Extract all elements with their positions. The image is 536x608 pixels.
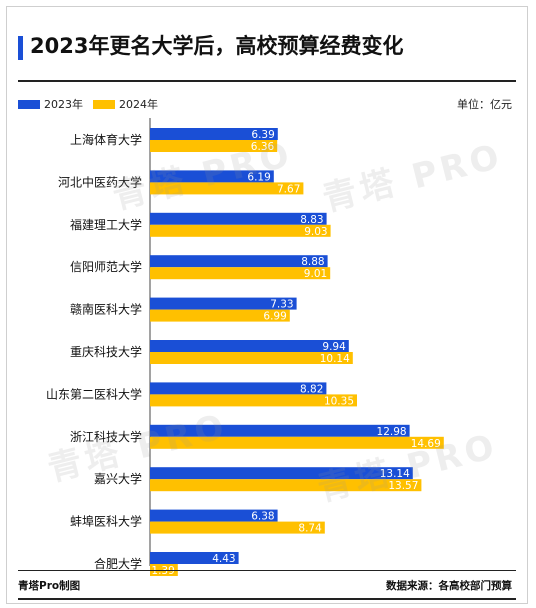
chart-frame — [6, 6, 528, 604]
bar-value-label: 9.03 — [304, 226, 327, 238]
category-label: 河北中医药大学 — [58, 174, 142, 189]
category-label: 蚌埠医科大学 — [70, 514, 142, 529]
bar-2024 — [150, 521, 325, 534]
bar-2023 — [150, 382, 327, 395]
unit-label: 单位：亿元 — [457, 98, 512, 111]
bar-value-label: 1.39 — [151, 565, 174, 577]
bar-value-label: 13.14 — [380, 468, 410, 480]
bar-2024 — [150, 352, 353, 364]
bar-2023 — [150, 340, 349, 352]
title-accent-bar — [18, 36, 23, 60]
bar-2024 — [150, 436, 444, 449]
legend-item-2023: 2023年 — [18, 96, 83, 112]
bar-value-label: 6.99 — [263, 311, 286, 323]
bar-2024 — [150, 479, 422, 492]
bar-2024 — [150, 140, 278, 152]
bar-2024 — [150, 224, 331, 237]
bar-value-label: 8.82 — [300, 383, 323, 395]
legend-label-2024: 2024年 — [119, 98, 158, 111]
bar-value-label: 9.01 — [304, 268, 327, 280]
category-label: 信阳师范大学 — [70, 259, 142, 274]
bar-2023 — [150, 255, 328, 268]
legend: 2023年 2024年 — [18, 96, 168, 112]
category-label: 嘉兴大学 — [94, 471, 142, 486]
bar-2023 — [150, 424, 410, 437]
bar-value-label: 6.38 — [251, 511, 274, 523]
bar-2023 — [150, 467, 413, 480]
legend-item-2024: 2024年 — [93, 96, 158, 112]
category-label: 浙江科技大学 — [70, 429, 142, 444]
bar-2023 — [150, 552, 239, 564]
bar-2023 — [150, 297, 297, 310]
category-label: 合肥大学 — [94, 556, 142, 571]
category-label: 赣南医科大学 — [70, 302, 142, 317]
bar-value-label: 4.43 — [212, 553, 235, 565]
category-label: 上海体育大学 — [70, 132, 142, 147]
footer-source: 数据来源：各高校部门预算 — [386, 580, 512, 592]
category-label: 山东第二医科大学 — [46, 386, 142, 401]
bar-2023 — [150, 509, 278, 522]
bar-value-label: 7.33 — [270, 299, 293, 311]
category-label: 福建理工大学 — [70, 217, 142, 232]
legend-swatch-2023 — [18, 99, 40, 109]
bar-value-label: 7.67 — [277, 183, 300, 195]
bar-value-label: 6.19 — [247, 171, 270, 183]
bar-value-label: 6.36 — [251, 141, 275, 153]
bar-value-label: 6.39 — [251, 129, 274, 141]
bar-2023 — [150, 170, 274, 183]
bar-2024 — [150, 309, 290, 322]
bar-value-label: 13.57 — [388, 480, 418, 492]
bar-value-label: 8.88 — [301, 256, 324, 268]
category-label: 重庆科技大学 — [70, 344, 142, 359]
bar-value-label: 12.98 — [377, 426, 407, 438]
bar-2023 — [150, 212, 327, 225]
bar-2024 — [150, 182, 304, 195]
legend-swatch-2024 — [93, 99, 115, 109]
bar-value-label: 8.74 — [298, 523, 322, 535]
legend-label-2023: 2023年 — [44, 98, 83, 111]
footer-credit: 青塔Pro制图 — [18, 580, 81, 592]
footer-divider — [18, 570, 516, 571]
bar-2024 — [150, 394, 357, 407]
bar-2024 — [150, 267, 331, 280]
bar-value-label: 10.35 — [324, 395, 354, 407]
bar-value-label: 10.14 — [320, 353, 350, 365]
bar-value-label: 8.83 — [300, 214, 323, 226]
bar-2023 — [150, 128, 278, 140]
bar-value-label: 14.69 — [411, 438, 441, 450]
chart-title: 2023年更名大学后，高校预算经费变化 — [30, 34, 404, 58]
bar-value-label: 9.94 — [322, 341, 346, 353]
title-divider — [18, 80, 516, 82]
bottom-rule — [18, 598, 516, 600]
